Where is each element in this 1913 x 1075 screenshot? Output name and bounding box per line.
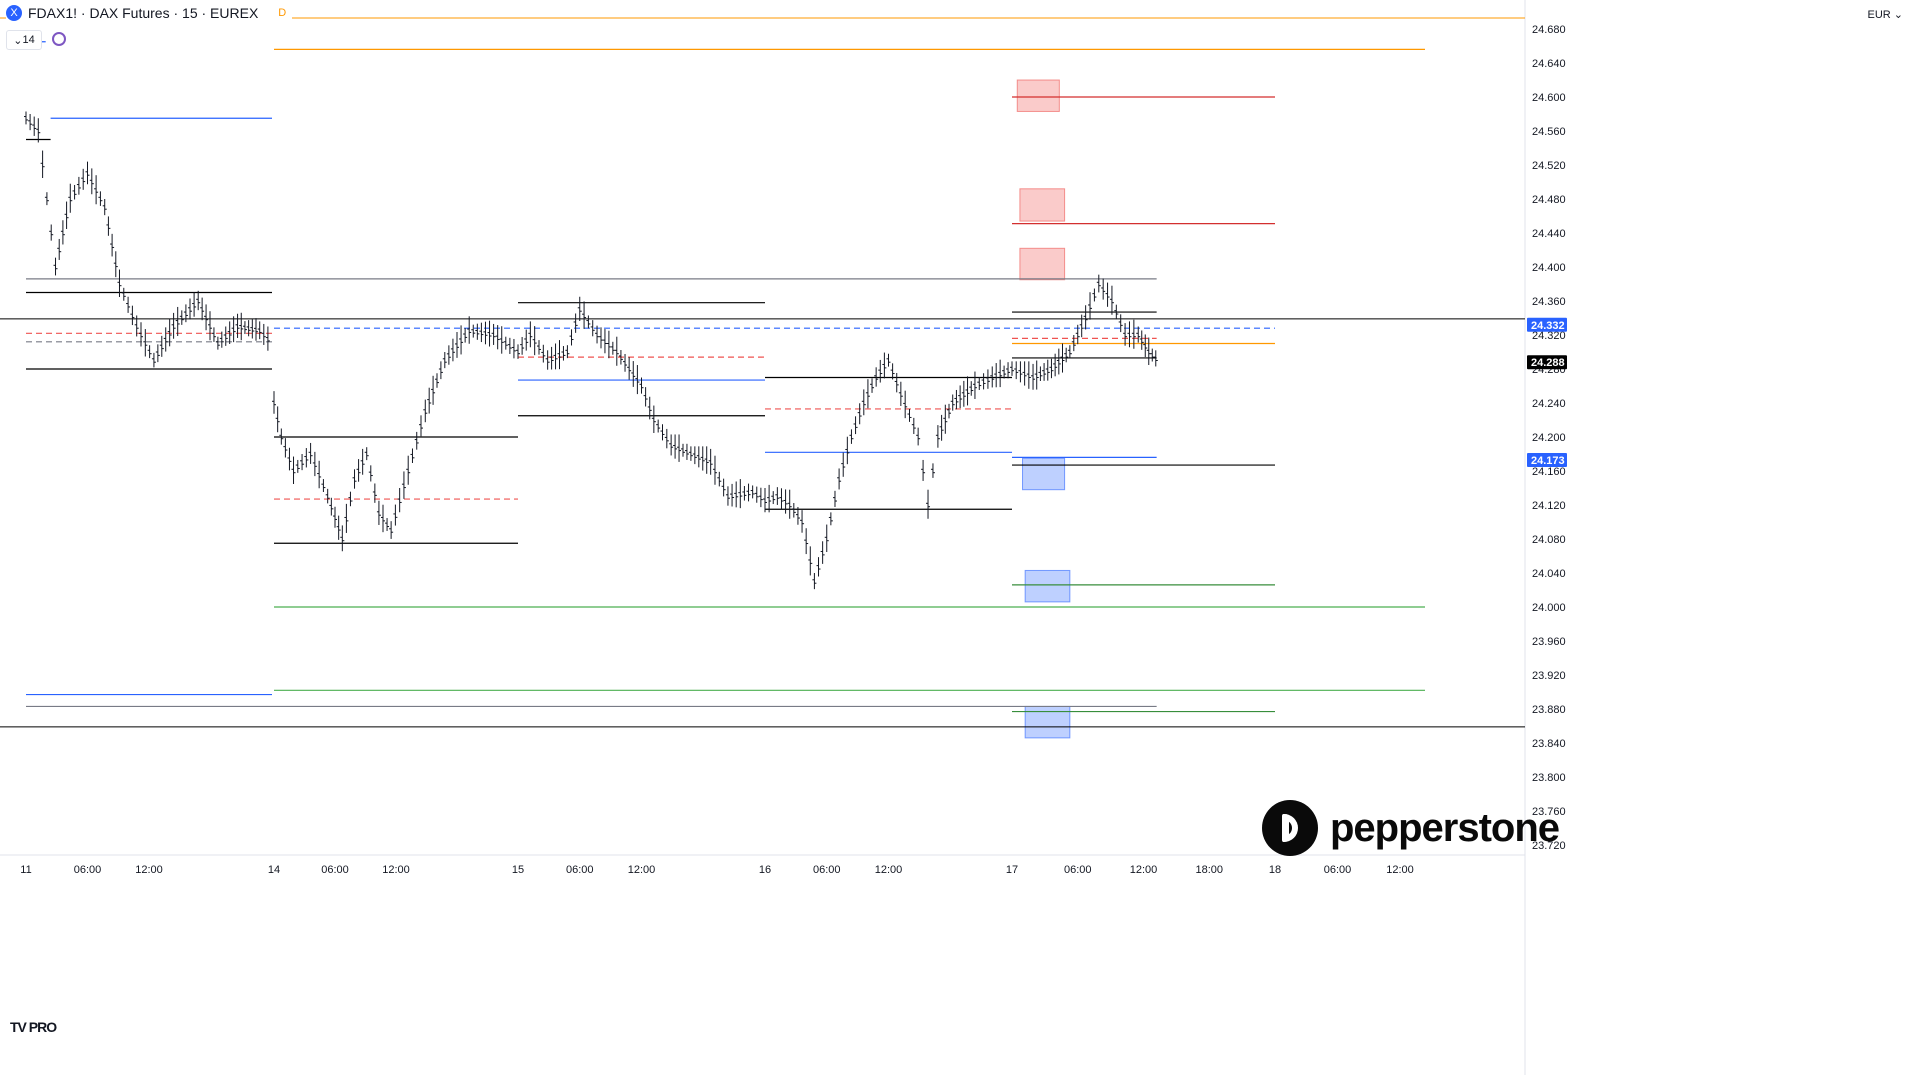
data-status-badge: D: [278, 7, 287, 19]
price-tick-label: 23.840: [1532, 738, 1566, 750]
price-tick-label: 23.960: [1532, 636, 1566, 648]
time-tick-label: 06:00: [813, 864, 841, 876]
chart-header: X FDAX1! · DAX Futures · 15 · EUREX D: [6, 5, 293, 21]
price-tick-label: 24.080: [1532, 534, 1566, 546]
price-tick-label: 23.920: [1532, 670, 1566, 682]
price-tick-label: 24.240: [1532, 398, 1566, 410]
time-tick-label: 18: [1269, 864, 1281, 876]
price-tick-label: 24.560: [1532, 126, 1566, 138]
price-tick-label: 23.880: [1532, 704, 1566, 716]
price-tick-label: 24.400: [1532, 262, 1566, 274]
time-tick-label: 06:00: [566, 864, 594, 876]
price-badge-label-2: 24.173: [1531, 455, 1565, 467]
time-tick-label: 06:00: [321, 864, 349, 876]
brand-name: pepperstone: [1330, 805, 1560, 850]
price-badge-label-0: 24.332: [1531, 320, 1565, 332]
price-zone-4: [1024, 569, 1071, 603]
currency-select[interactable]: EUR ⌄: [1867, 8, 1903, 21]
price-tick-label: 24.600: [1532, 92, 1566, 104]
chevron-down-icon: ⌄: [13, 34, 23, 47]
price-badge-bg-0: [1527, 317, 1567, 332]
pepperstone-mark-icon: [1262, 800, 1318, 856]
price-tick-label: 24.040: [1532, 568, 1566, 580]
time-tick-label: 06:00: [1064, 864, 1092, 876]
price-tick-label: 24.640: [1532, 58, 1566, 70]
price-zone-0: [1016, 79, 1060, 112]
time-tick-label: 12:00: [135, 864, 163, 876]
price-tick-label: 24.360: [1532, 296, 1566, 308]
price-tick-label: 24.200: [1532, 432, 1566, 444]
price-tick-label: 24.680: [1532, 24, 1566, 36]
time-tick-label: 11: [20, 864, 31, 876]
time-tick-label: 12:00: [875, 864, 903, 876]
price-tick-label: 24.440: [1532, 228, 1566, 240]
indicators-toggle[interactable]: ⌄ 14: [6, 30, 42, 50]
time-tick-label: 15: [512, 864, 524, 876]
time-tick-label: 06:00: [74, 864, 102, 876]
price-tick-label: 24.120: [1532, 500, 1566, 512]
tradingview-logo: TV PRO: [10, 1019, 57, 1035]
price-tick-label: 23.720: [1532, 840, 1566, 852]
price-badge-bg-1: [1527, 355, 1567, 370]
time-tick-label: 18:00: [1195, 864, 1223, 876]
currency-label: EUR: [1867, 9, 1891, 21]
price-zone-2: [1019, 247, 1066, 281]
time-tick-label: 12:00: [1130, 864, 1158, 876]
price-zone-3: [1022, 457, 1066, 491]
time-tick-label: 12:00: [628, 864, 656, 876]
exchange-icon: X: [6, 5, 22, 21]
price-tick-label: 24.480: [1532, 194, 1566, 206]
chevron-down-icon: ⌄: [1893, 9, 1903, 21]
sync-icon[interactable]: [52, 32, 66, 46]
chart-title[interactable]: FDAX1! · DAX Futures · 15 · EUREX: [28, 5, 259, 21]
price-tick-label: 24.320: [1532, 330, 1566, 342]
time-tick-label: 06:00: [1324, 864, 1352, 876]
time-tick-label: 16: [759, 864, 771, 876]
price-tick-label: 24.520: [1532, 160, 1566, 172]
time-tick-label: 12:00: [382, 864, 410, 876]
pepperstone-logo: pepperstone: [1262, 800, 1560, 856]
time-tick-label: 17: [1006, 864, 1018, 876]
time-tick-label: 12:00: [1386, 864, 1414, 876]
indicator-count: 14: [22, 34, 35, 46]
price-tick-label: 23.800: [1532, 772, 1566, 784]
price-tick-label: 23.760: [1532, 806, 1566, 818]
price-tick-label: 24.160: [1532, 466, 1566, 478]
price-badge-label-1: 24.288: [1531, 357, 1565, 369]
price-badge-bg-2: [1527, 452, 1567, 467]
price-tick-label: 24.000: [1532, 602, 1566, 614]
price-zone-1: [1019, 188, 1066, 222]
time-tick-label: 14: [268, 864, 280, 876]
